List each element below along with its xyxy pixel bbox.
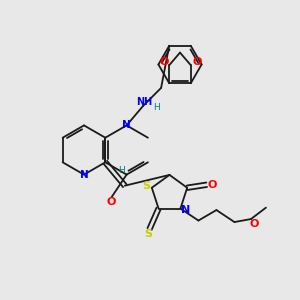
Text: O: O: [192, 57, 202, 67]
Text: O: O: [107, 196, 116, 207]
Text: NH: NH: [136, 97, 152, 107]
Text: N: N: [181, 205, 190, 215]
Text: H: H: [153, 103, 160, 112]
Text: O: O: [207, 180, 217, 190]
Text: S: S: [144, 229, 152, 239]
Text: N: N: [80, 169, 88, 180]
Text: O: O: [159, 57, 169, 67]
Text: H: H: [118, 166, 125, 175]
Text: N: N: [122, 120, 131, 130]
Text: S: S: [143, 181, 151, 191]
Text: O: O: [249, 218, 259, 229]
